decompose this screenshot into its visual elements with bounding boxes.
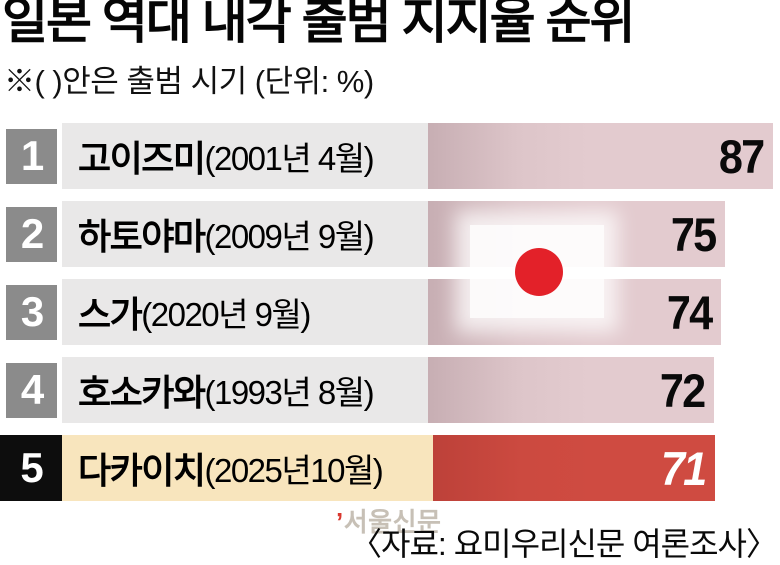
chart-row: 5 다카이치 (2025년10월) 71 [0, 435, 780, 501]
japan-flag-icon [470, 225, 604, 318]
rank-badge: 4 [6, 362, 57, 418]
cabinet-name: 스가 [78, 294, 143, 335]
approval-bar: 71 [433, 435, 715, 501]
approval-bar: 72 [428, 357, 714, 423]
rank-badge: 1 [6, 128, 57, 184]
publisher-watermark: ’서울신문 [336, 502, 441, 539]
flag-sun-circle [515, 248, 563, 296]
launch-period: (1993년 8월) [204, 374, 374, 411]
cabinet-name: 하토야마 [78, 216, 206, 257]
rank-badge: 5 [0, 435, 62, 501]
approval-value: 71 [660, 441, 707, 495]
watermark-quote-icon: ’ [336, 507, 344, 537]
rank-badge: 3 [6, 284, 57, 340]
cabinet-label: 호소카와 (1993년 8월) [62, 357, 428, 423]
approval-value: 72 [659, 363, 706, 417]
cabinet-label: 하토야마 (2009년 9월) [62, 201, 428, 267]
cabinet-label: 다카이치 (2025년10월) [62, 435, 433, 501]
cabinet-name: 다카이치 [78, 450, 206, 491]
chart-row: 4 호소카와 (1993년 8월) 72 [0, 357, 780, 423]
approval-value: 87 [718, 129, 765, 183]
cabinet-label: 스가 (2020년 9월) [62, 279, 428, 345]
chart-row: 1 고이즈미 (2001년 4월) 87 [0, 123, 780, 189]
approval-value: 74 [666, 285, 713, 339]
chart-note: ※( )안은 출범 시기 (단위: %) [4, 64, 374, 99]
chart-row: 3 스가 (2020년 9월) 74 [0, 279, 780, 345]
launch-period: (2001년 4월) [204, 140, 374, 177]
watermark-label: 서울신문 [343, 507, 442, 537]
rank-badge: 2 [6, 206, 57, 262]
page-title: 일본 역대 내각 출범 지지율 순위 [2, 0, 635, 49]
cabinet-name: 호소카와 [78, 372, 206, 413]
chart-row: 2 하토야마 (2009년 9월) 75 [0, 201, 780, 267]
launch-period: (2009년 9월) [204, 218, 374, 255]
cabinet-label: 고이즈미 (2001년 4월) [62, 123, 428, 189]
approval-value: 75 [670, 207, 717, 261]
cabinet-name: 고이즈미 [78, 138, 206, 179]
launch-period: (2020년 9월) [141, 296, 311, 333]
launch-period: (2025년10월) [204, 452, 383, 489]
approval-bar: 87 [428, 123, 773, 189]
bar-chart: 1 고이즈미 (2001년 4월) 87 2 하토야마 (2009년 9월) 75 … [0, 123, 780, 501]
source-note: 〈자료: 요미우리신문 여론조사〉 [350, 526, 778, 562]
